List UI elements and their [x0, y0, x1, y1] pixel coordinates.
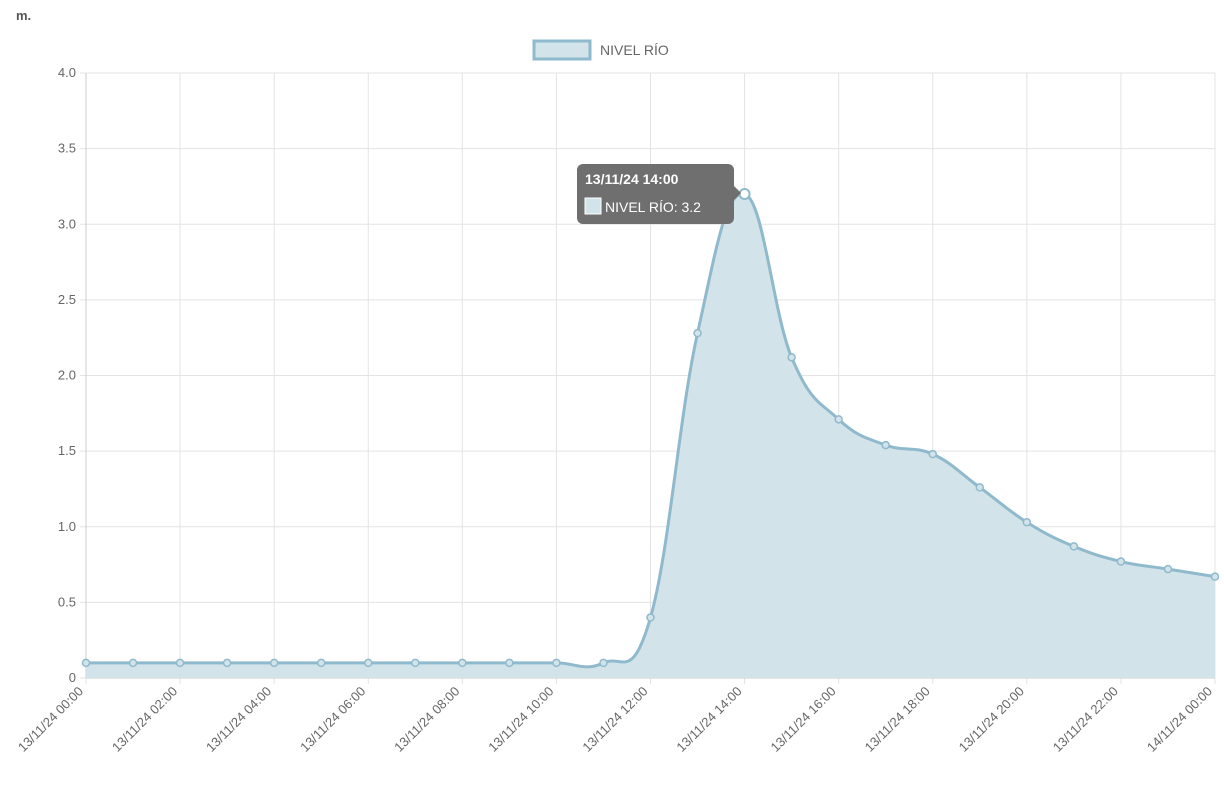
- data-point[interactable]: [458, 658, 467, 668]
- data-point[interactable]: [175, 658, 185, 668]
- data-point[interactable]: [738, 188, 751, 200]
- grid: [80, 72, 1216, 684]
- data-point[interactable]: [646, 613, 655, 622]
- x-tick-label: 13/11/24 04:00: [203, 684, 274, 755]
- tooltip-swatch: [584, 197, 602, 215]
- x-tick-label: 13/11/24 02:00: [109, 684, 180, 755]
- data-point[interactable]: [364, 658, 373, 668]
- series-line: [86, 192, 1216, 669]
- series-area: [86, 192, 1216, 678]
- data-point[interactable]: [316, 658, 326, 668]
- tooltip-caret: [734, 186, 741, 200]
- data-point[interactable]: [834, 415, 843, 424]
- y-tick-label: 2.5: [58, 292, 76, 307]
- data-point[interactable]: [128, 658, 138, 668]
- y-tick-label: 3.0: [58, 216, 76, 231]
- x-tick-label: 13/11/24 16:00: [768, 684, 839, 755]
- data-point[interactable]: [1116, 557, 1126, 566]
- data-point[interactable]: [787, 353, 796, 362]
- series-area-fill: [86, 193, 1215, 678]
- tooltip: 13/11/24 14:00 NIVEL RÍO: 3.2: [577, 164, 741, 224]
- x-tick-label: 13/11/24 12:00: [579, 684, 650, 755]
- data-point[interactable]: [269, 658, 279, 668]
- y-tick-label: 2.0: [58, 368, 76, 383]
- x-tick-label: 13/11/24 10:00: [485, 684, 556, 755]
- x-tick-label: 13/11/24 06:00: [297, 684, 368, 755]
- x-tick-label: 13/11/24 20:00: [956, 684, 1027, 755]
- y-tick-label: 0: [69, 670, 76, 685]
- y-tick-label: 1.0: [58, 519, 76, 534]
- data-point[interactable]: [599, 658, 608, 668]
- data-point[interactable]: [881, 440, 890, 450]
- data-point[interactable]: [1210, 572, 1220, 581]
- y-tick-label: 3.5: [58, 141, 76, 156]
- data-point[interactable]: [1022, 517, 1032, 527]
- x-axis-ticks: 13/11/24 00:00 13/11/24 02:00 13/11/24 04:…: [15, 684, 1215, 755]
- data-point[interactable]: [505, 658, 514, 668]
- tooltip-title: 13/11/24 14:00: [585, 171, 679, 187]
- tooltip-box: [577, 164, 734, 224]
- x-tick-label: 13/11/24 22:00: [1050, 684, 1121, 755]
- data-point[interactable]: [1163, 564, 1173, 574]
- y-tick-label: 1.5: [58, 443, 76, 458]
- y-tick-label: 0.5: [58, 594, 76, 609]
- series-points: [81, 188, 1220, 668]
- x-tick-label: 14/11/24 00:00: [1144, 684, 1215, 755]
- x-tick-label: 13/11/24 08:00: [391, 684, 462, 755]
- data-point[interactable]: [411, 658, 420, 668]
- data-point[interactable]: [552, 658, 561, 668]
- y-axis-unit-label: m.: [16, 8, 32, 23]
- legend-swatch[interactable]: [532, 39, 592, 61]
- legend[interactable]: NIVEL RÍO: [532, 39, 669, 61]
- legend-label[interactable]: NIVEL RÍO: [600, 42, 669, 58]
- data-point[interactable]: [975, 483, 985, 492]
- x-tick-label: 13/11/24 14:00: [673, 684, 744, 755]
- y-axis-ticks: 0 0.5 1.0 1.5 2.0 2.5 3.0 3.5 4.0: [58, 65, 76, 685]
- data-point[interactable]: [693, 328, 702, 338]
- tooltip-label: NIVEL RÍO: 3.2: [605, 199, 701, 215]
- x-tick-label: 13/11/24 00:00: [15, 684, 86, 755]
- x-tick-label: 13/11/24 18:00: [862, 684, 933, 755]
- y-tick-label: 4.0: [58, 65, 76, 80]
- data-point[interactable]: [81, 658, 91, 668]
- data-point[interactable]: [928, 449, 937, 459]
- data-point[interactable]: [222, 658, 232, 668]
- data-point[interactable]: [1069, 542, 1079, 551]
